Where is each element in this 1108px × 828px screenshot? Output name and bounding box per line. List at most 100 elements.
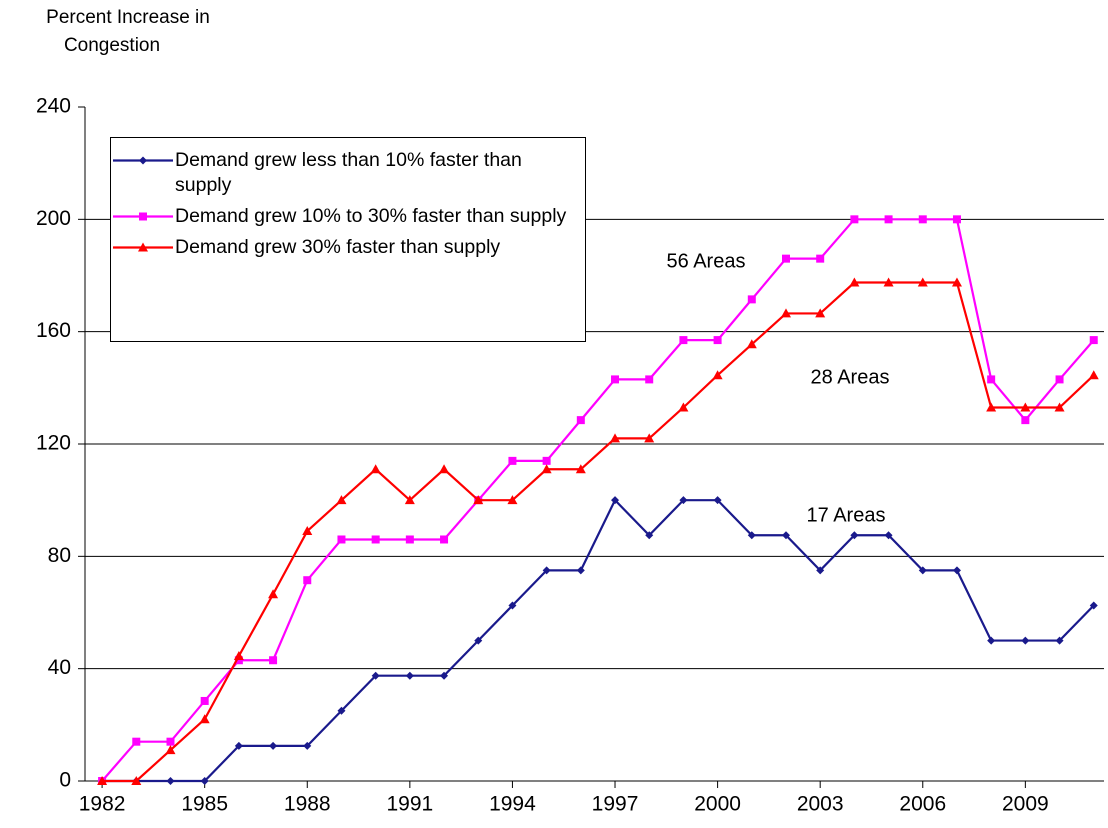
legend-item: Demand grew 10% to 30% faster than suppl… [111, 204, 581, 229]
point [679, 336, 688, 345]
y-tick-label: 200 [36, 207, 71, 230]
y-tick-label: 120 [36, 432, 71, 455]
point [165, 745, 176, 755]
x-tick-label: 2000 [694, 793, 741, 816]
legend-swatch [113, 212, 173, 221]
legend-label: Demand grew less than 10% faster than su… [175, 149, 522, 196]
point [1089, 601, 1098, 610]
point [474, 636, 483, 645]
point [849, 277, 860, 287]
point [850, 215, 859, 224]
point [952, 215, 961, 224]
point [611, 375, 620, 384]
point [611, 496, 620, 505]
point [746, 339, 757, 349]
point [337, 535, 346, 544]
point [1054, 402, 1065, 412]
annotation: 28 Areas [811, 366, 890, 388]
x-tick-label: 1991 [386, 793, 433, 816]
point [713, 496, 722, 505]
point [269, 656, 278, 665]
point [678, 402, 689, 412]
x-tick-label: 1997 [592, 793, 639, 816]
x-tick-label: 1982 [79, 793, 126, 816]
x-tick-label: 1988 [284, 793, 331, 816]
point [303, 741, 312, 750]
x-tick-label: 2003 [797, 793, 844, 816]
point [473, 495, 484, 505]
point [987, 375, 996, 384]
series-line [102, 281, 1095, 783]
point [507, 495, 518, 505]
point [884, 531, 893, 540]
legend-item: Demand grew less than 10% faster than su… [111, 148, 581, 198]
point [747, 295, 756, 304]
point [1089, 336, 1098, 345]
point [575, 464, 586, 474]
point [1055, 636, 1064, 645]
point [439, 464, 450, 474]
point [781, 254, 790, 263]
point [883, 277, 894, 287]
y-tick-label: 160 [36, 319, 71, 342]
point [371, 535, 380, 544]
y-tick-label: 240 [36, 95, 71, 118]
point [1088, 370, 1099, 380]
point [542, 456, 551, 465]
point [816, 254, 825, 263]
y-tick-label: 80 [48, 544, 71, 567]
x-tick-label: 1985 [181, 793, 228, 816]
point [610, 433, 621, 443]
point [268, 589, 279, 599]
point [644, 433, 655, 443]
y-tick-label: 40 [48, 656, 71, 679]
point [233, 651, 244, 661]
point [576, 566, 585, 575]
point [269, 741, 278, 750]
annotation: 56 Areas [667, 250, 746, 272]
legend-marker [139, 156, 147, 165]
x-tick-label: 1994 [489, 793, 536, 816]
series-line [102, 498, 1095, 783]
point [337, 706, 346, 715]
point [952, 566, 961, 575]
point [884, 215, 893, 224]
x-tick-label: 2006 [899, 793, 946, 816]
point [508, 456, 517, 465]
point [370, 464, 381, 474]
point [200, 777, 209, 785]
legend-swatch [113, 242, 173, 252]
point [234, 741, 243, 750]
legend: Demand grew less than 10% faster than su… [110, 137, 586, 342]
y-label: Percent Increase in [46, 7, 210, 28]
point [508, 601, 517, 610]
point [679, 496, 688, 505]
point [987, 636, 996, 645]
point [918, 566, 927, 575]
point [1020, 402, 1031, 412]
point [951, 277, 962, 287]
point [918, 215, 927, 224]
point [371, 671, 380, 680]
point [712, 370, 723, 380]
point [781, 531, 790, 540]
x-tick-label: 2009 [1002, 793, 1049, 816]
point [542, 566, 551, 575]
series-line [101, 218, 1095, 782]
point [200, 696, 209, 705]
point [780, 308, 791, 318]
point [405, 535, 414, 544]
point [1021, 636, 1030, 645]
point [1021, 416, 1030, 425]
point [405, 671, 414, 680]
point [132, 737, 141, 746]
point [986, 402, 997, 412]
point [440, 535, 449, 544]
point [645, 531, 654, 540]
point [166, 737, 175, 746]
y-tick-label: 0 [59, 769, 71, 792]
point [747, 531, 756, 540]
legend-item: Demand grew 30% faster than supply [111, 235, 581, 260]
